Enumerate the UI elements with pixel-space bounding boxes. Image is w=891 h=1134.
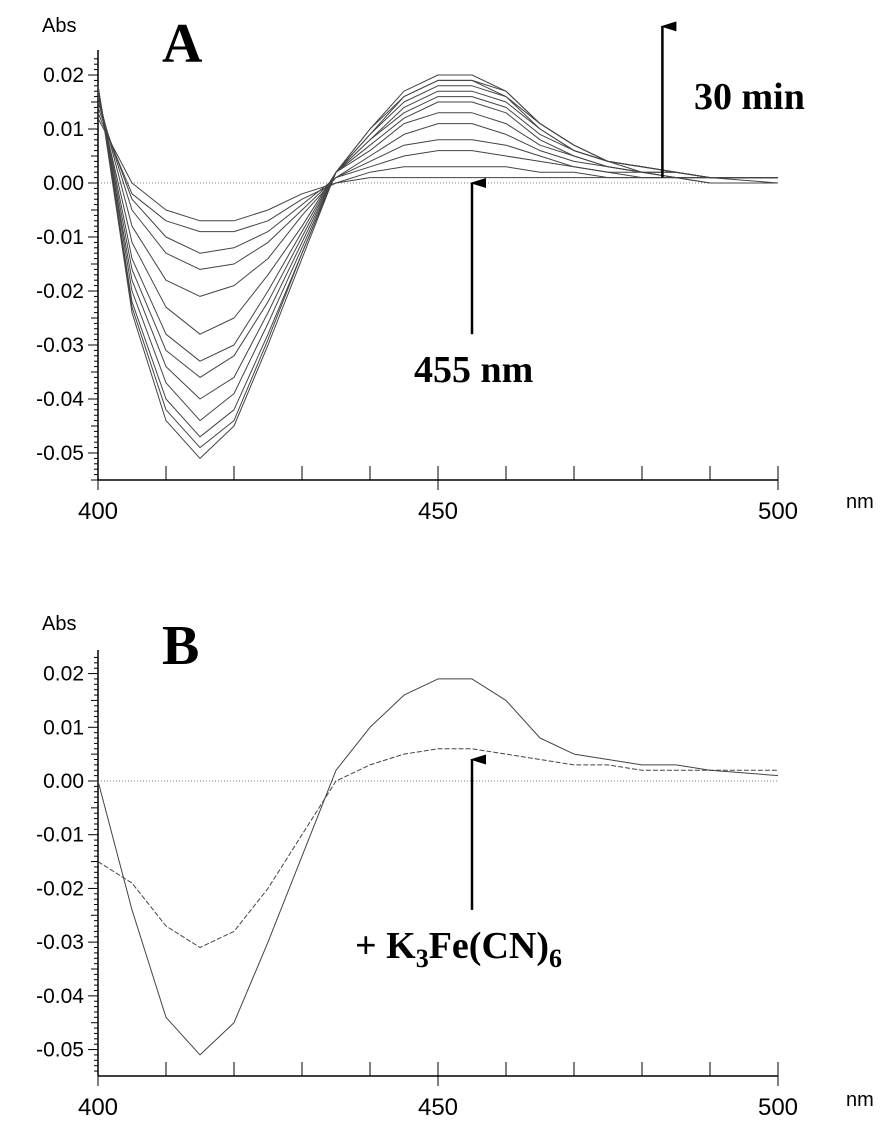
reagent-text-mid: Fe(CN) — [429, 925, 549, 967]
y-tick-label: 0.02 — [43, 663, 84, 686]
y-tick-label: -0.02 — [36, 877, 84, 900]
series-line — [97, 112, 778, 233]
reagent-subscript-1: 3 — [416, 944, 429, 973]
reagent-subscript-2: 6 — [549, 944, 562, 973]
x-tick-label: 500 — [758, 1094, 798, 1121]
series-line — [97, 79, 778, 449]
panel-a-ylabel: Abs — [42, 15, 76, 37]
panel-b-annotation-reagent: + K3Fe(CN)6 — [355, 925, 562, 973]
y-tick-label: -0.03 — [36, 931, 84, 954]
panel-b-plot: 0.02 0.01 0.00 -0.01 -0.02 -0.03 -0.04 -0.05 400… — [36, 650, 798, 1121]
y-tick-label: -0.05 — [36, 442, 84, 465]
reagent-text-main: + K — [355, 925, 416, 967]
panel-b-xlabel: nm — [846, 1089, 874, 1111]
series-line — [97, 117, 778, 222]
panel-b: B Abs nm + K3Fe(CN)6 0.02 0.01 0.00 -0.01 -0… — [36, 613, 874, 1121]
y-tick-label: -0.02 — [36, 280, 84, 303]
y-tick-label: 0.01 — [43, 716, 84, 739]
x-tick-label: 450 — [418, 1094, 458, 1121]
series-line — [97, 678, 779, 1056]
y-tick-label: -0.01 — [36, 226, 84, 249]
series-line — [97, 74, 778, 459]
y-tick-label: 0.02 — [43, 64, 84, 87]
y-tick-label: -0.03 — [36, 334, 84, 357]
panel-b-ylabel: Abs — [42, 613, 76, 635]
x-tick-label: 400 — [78, 1094, 118, 1121]
series-line — [97, 96, 778, 335]
panel-a-xlabel: nm — [846, 491, 874, 513]
series-line — [97, 91, 778, 362]
series-line — [97, 101, 778, 270]
x-tick-label: 500 — [758, 498, 798, 525]
x-tick-label: 400 — [78, 498, 118, 525]
y-tick-label: 0.01 — [43, 118, 84, 141]
panel-a: A Abs nm 30 min 455 nm 0.02 0.01 0.00 -0.01… — [36, 13, 874, 525]
y-tick-label: -0.01 — [36, 824, 84, 847]
panel-a-annotation-wavelength: 455 nm — [414, 349, 533, 391]
panel-a-annotation-time: 30 min — [694, 76, 805, 118]
y-tick-label: -0.05 — [36, 1039, 84, 1062]
panel-a-label: A — [162, 13, 203, 75]
y-tick-label: -0.04 — [36, 388, 84, 411]
y-tick-label: 0.00 — [43, 770, 84, 793]
x-tick-label: 450 — [418, 498, 458, 525]
panel-b-label: B — [162, 615, 199, 677]
series-line — [97, 91, 778, 378]
series-line — [97, 748, 778, 948]
series-line — [97, 96, 778, 297]
series-line — [97, 107, 779, 254]
y-tick-label: 0.00 — [43, 172, 84, 195]
y-tick-label: -0.04 — [36, 985, 84, 1008]
panel-a-plot: 0.02 0.01 0.00 -0.01 -0.02 -0.03 -0.04 -0.05 400… — [36, 21, 798, 525]
